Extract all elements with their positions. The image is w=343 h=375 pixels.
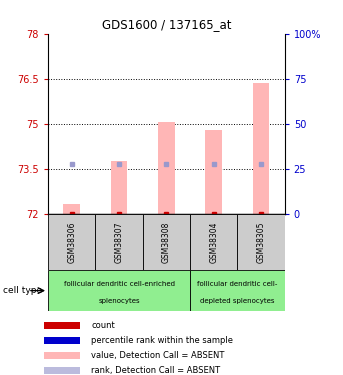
Bar — [205, 130, 222, 214]
Text: splenocytes: splenocytes — [98, 298, 140, 304]
Bar — [95, 214, 143, 270]
Bar — [44, 322, 80, 329]
Text: rank, Detection Call = ABSENT: rank, Detection Call = ABSENT — [91, 366, 221, 375]
Bar — [237, 214, 285, 270]
Text: cell type: cell type — [3, 286, 43, 295]
Text: follicular dendritic cell-: follicular dendritic cell- — [197, 281, 277, 287]
Bar — [143, 214, 190, 270]
Text: GSM38306: GSM38306 — [67, 221, 76, 262]
Text: percentile rank within the sample: percentile rank within the sample — [91, 336, 233, 345]
Bar — [44, 352, 80, 359]
Bar — [44, 367, 80, 374]
Bar — [158, 122, 175, 214]
Bar — [190, 270, 285, 311]
Bar — [253, 83, 269, 214]
Bar — [44, 337, 80, 344]
Text: value, Detection Call = ABSENT: value, Detection Call = ABSENT — [91, 351, 225, 360]
Bar — [190, 214, 237, 270]
Bar — [48, 214, 95, 270]
Bar — [48, 270, 190, 311]
Text: GSM38305: GSM38305 — [257, 221, 265, 262]
Text: GSM38304: GSM38304 — [209, 221, 218, 262]
Bar — [111, 161, 127, 214]
Title: GDS1600 / 137165_at: GDS1600 / 137165_at — [102, 18, 231, 31]
Text: count: count — [91, 321, 115, 330]
Bar — [63, 204, 80, 214]
Text: follicular dendritic cell-enriched: follicular dendritic cell-enriched — [63, 281, 175, 287]
Text: GSM38307: GSM38307 — [115, 221, 123, 262]
Text: depleted splenocytes: depleted splenocytes — [200, 298, 275, 304]
Text: GSM38308: GSM38308 — [162, 221, 171, 262]
